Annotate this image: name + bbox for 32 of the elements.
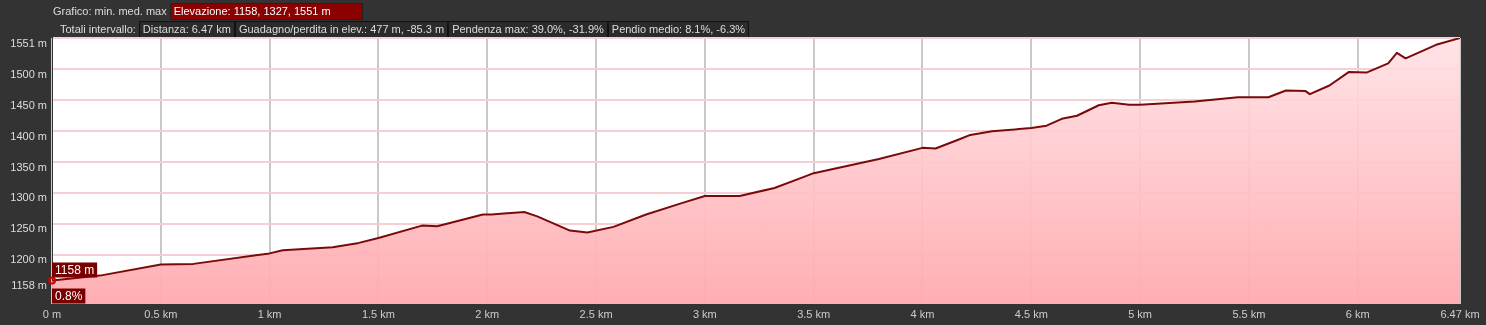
text: Grafico: min. med. max (52, 3, 168, 19)
annotation: 1158 m (55, 262, 95, 277)
y-tick-label: 1500 m (10, 68, 47, 81)
y-tick-label: 1158 m (11, 279, 47, 292)
x-tick-label: 0.5 km (144, 307, 178, 320)
x-tick-label: 2 km (475, 307, 500, 320)
x-tick-label: 4.5 km (1014, 307, 1048, 320)
y-tick-label: 1350 m (10, 160, 47, 173)
x-tick-label: 3 km (692, 307, 717, 320)
text: Pendenza max: 39.0%, -31.9% (448, 20, 608, 38)
x-tick-label: 1.5 km (361, 307, 395, 320)
x-tick-label: 6.47 km (1440, 307, 1480, 320)
text: Guadagno/perdita in elev.: 477 m, -85.3 m (234, 20, 449, 38)
text: Pendio medio: 8.1%, -6.3% (607, 20, 750, 38)
annotation: 0.8% (55, 288, 83, 303)
x-tick-label: 3.5 km (797, 307, 831, 320)
y-tick-label: 1551 m (10, 36, 47, 49)
y-tick-label: 1400 m (10, 129, 47, 142)
y-tick-label: 1200 m (10, 253, 47, 266)
y-tick-label: 1300 m (10, 191, 47, 204)
x-tick-label: 1 km (257, 307, 282, 320)
x-tick-label: 4 km (910, 307, 935, 320)
x-tick-label: 6 km (1345, 307, 1370, 320)
text: Distanza: 6.47 km (138, 20, 235, 38)
x-tick-label: 5 km (1128, 307, 1153, 320)
text: Elevazione: 1158, 1327, 1551 m (169, 2, 363, 20)
x-tick-label: 2.5 km (579, 307, 613, 320)
x-tick-label: 5.5 km (1232, 307, 1266, 320)
text: Totali intervallo: (59, 21, 137, 37)
x-tick-label: 0 m (42, 307, 62, 320)
y-tick-label: 1450 m (10, 98, 47, 111)
y-tick-label: 1250 m (10, 222, 47, 235)
